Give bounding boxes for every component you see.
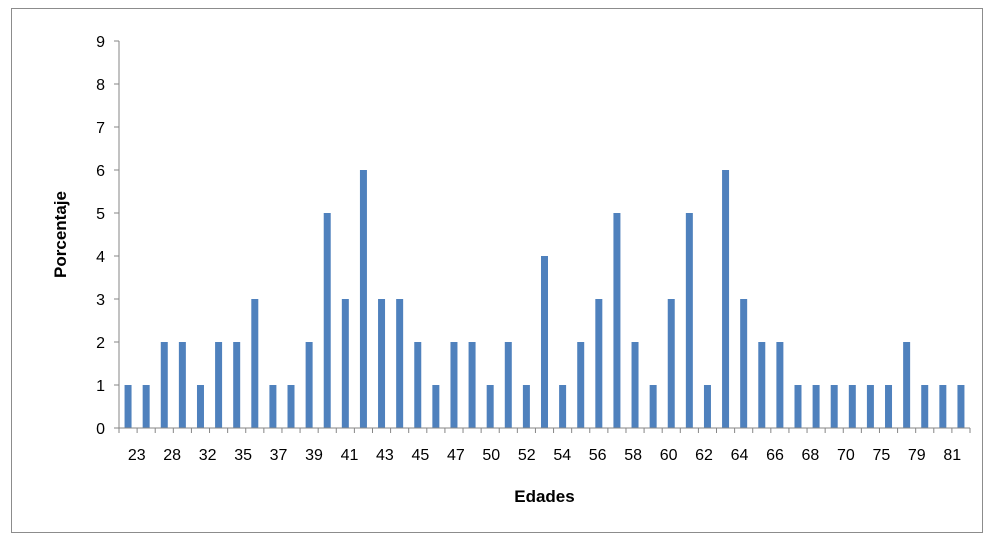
bar — [323, 213, 331, 428]
y-tick-label: 1 — [96, 378, 105, 395]
bar — [613, 213, 621, 428]
bar — [233, 342, 241, 428]
x-tick-label: 52 — [518, 447, 536, 464]
bar — [522, 385, 530, 428]
bar — [921, 385, 929, 428]
bar — [504, 342, 512, 428]
bar — [703, 385, 711, 428]
bar — [305, 342, 313, 428]
x-tick-label: 45 — [412, 447, 430, 464]
y-tick-label: 8 — [96, 77, 105, 94]
bar — [341, 299, 349, 428]
x-tick-label: 23 — [128, 447, 146, 464]
bar — [685, 213, 693, 428]
bar — [758, 342, 766, 428]
bar — [196, 385, 204, 428]
x-tick-label: 60 — [660, 447, 678, 464]
bar — [269, 385, 277, 428]
bar — [251, 299, 259, 428]
y-tick-label: 2 — [96, 335, 105, 352]
x-tick-label: 50 — [482, 447, 500, 464]
y-axis-title: Porcentaje — [51, 191, 70, 278]
bar — [559, 385, 567, 428]
bar — [957, 385, 965, 428]
y-tick-label: 5 — [96, 206, 105, 223]
x-tick-label: 56 — [589, 447, 607, 464]
bar — [414, 342, 422, 428]
bar — [812, 385, 820, 428]
x-tick-label: 62 — [695, 447, 713, 464]
bar — [378, 299, 386, 428]
x-tick-label: 64 — [731, 447, 749, 464]
bar — [722, 170, 730, 428]
y-tick-label: 0 — [96, 421, 105, 438]
bar — [142, 385, 150, 428]
bar — [160, 342, 168, 428]
bar — [740, 299, 748, 428]
bar — [866, 385, 874, 428]
bar — [649, 385, 657, 428]
bar — [848, 385, 856, 428]
bar — [577, 342, 585, 428]
bar — [939, 385, 947, 428]
bar — [468, 342, 476, 428]
bar — [541, 256, 548, 428]
x-tick-label: 32 — [199, 447, 217, 464]
y-tick-label: 7 — [96, 120, 105, 137]
x-tick-label: 47 — [447, 447, 465, 464]
bar — [776, 342, 784, 428]
x-tick-label: 43 — [376, 447, 394, 464]
x-tick-label: 35 — [234, 447, 252, 464]
x-tick-label: 41 — [341, 447, 359, 464]
bar — [396, 299, 404, 428]
bar — [287, 385, 295, 428]
x-tick-label: 75 — [872, 447, 890, 464]
bar — [124, 385, 132, 428]
x-tick-label: 37 — [270, 447, 288, 464]
y-tick-label: 4 — [96, 249, 105, 266]
y-axis-ticks: 0 1 2 3 4 5 6 7 8 9 — [96, 34, 119, 438]
x-tick-label: 81 — [943, 447, 961, 464]
x-tick-label: 66 — [766, 447, 784, 464]
bar — [450, 342, 458, 428]
bar — [830, 385, 838, 428]
x-axis-title: Edades — [514, 487, 574, 506]
bar — [595, 299, 603, 428]
bar — [486, 385, 494, 428]
y-tick-label: 6 — [96, 163, 105, 180]
x-tick-label: 54 — [553, 447, 571, 464]
bar — [432, 385, 440, 428]
bar — [667, 299, 675, 428]
x-tick-label: 39 — [305, 447, 323, 464]
y-tick-label: 9 — [96, 34, 105, 51]
x-tick-label: 79 — [908, 447, 926, 464]
bar — [885, 385, 893, 428]
bar — [359, 170, 367, 428]
bars-group — [124, 170, 965, 428]
x-tick-label: 28 — [163, 447, 181, 464]
bar — [794, 385, 802, 428]
x-tick-label: 68 — [802, 447, 820, 464]
y-tick-label: 3 — [96, 292, 105, 309]
bar — [631, 342, 639, 428]
bar — [215, 342, 223, 428]
bar — [178, 342, 186, 428]
x-axis-ticks: 23 28 32 35 37 39 41 43 45 47 50 52 54 56 58 60 62 64 66 68… — [118, 428, 971, 464]
bar — [903, 342, 911, 428]
x-tick-label: 58 — [624, 447, 642, 464]
x-tick-label: 70 — [837, 447, 855, 464]
